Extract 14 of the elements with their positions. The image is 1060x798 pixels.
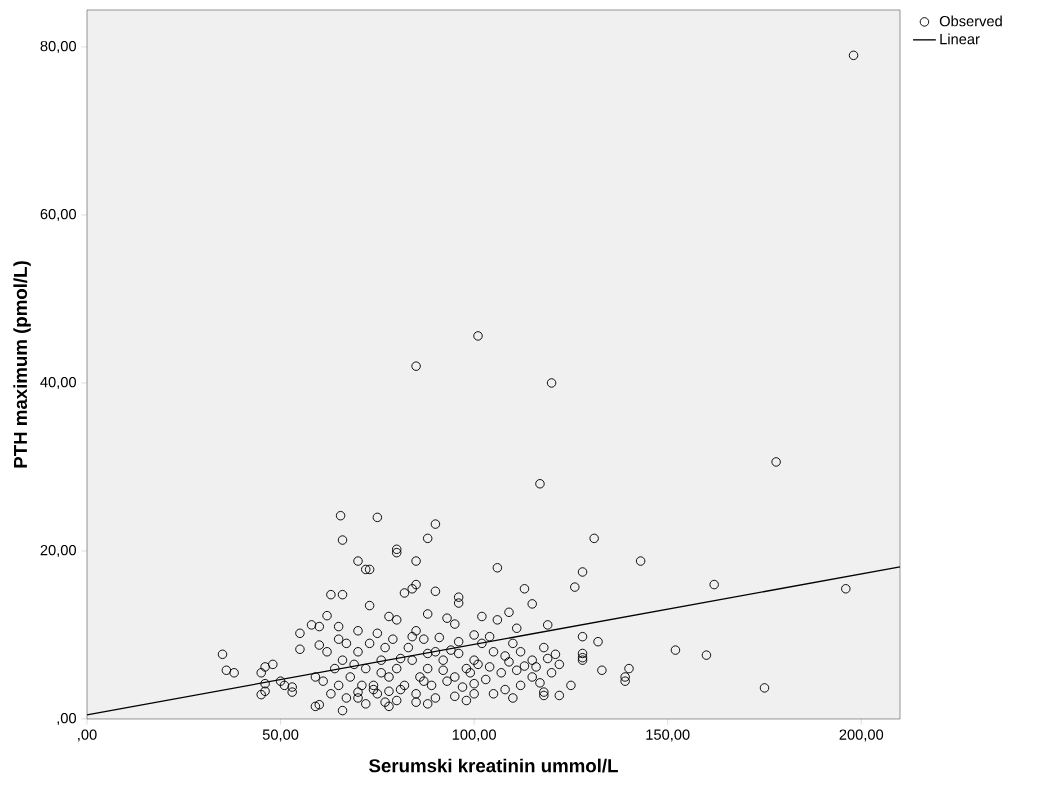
y-tick-label: 20,00 bbox=[40, 544, 77, 558]
legend-label: Linear bbox=[940, 33, 980, 45]
x-tick-label: 200,00 bbox=[839, 729, 884, 742]
y-tick-label: 60,00 bbox=[40, 208, 77, 222]
x-tick-label: ,00 bbox=[78, 729, 97, 742]
y-tick-label: 80,00 bbox=[40, 40, 77, 54]
x-tick-label: 100,00 bbox=[452, 729, 496, 742]
y-axis-title: PTH maximum (pmol/L) bbox=[13, 261, 31, 468]
x-tick-label: 50,00 bbox=[262, 729, 299, 742]
y-tick-label: ,00 bbox=[57, 712, 77, 726]
legend-label: Observed bbox=[939, 15, 1002, 27]
y-tick-label: 40,00 bbox=[40, 376, 77, 390]
x-tick-label: 150,00 bbox=[646, 729, 690, 742]
x-axis-title: Serumski kreatinin ummol/L bbox=[369, 758, 618, 773]
